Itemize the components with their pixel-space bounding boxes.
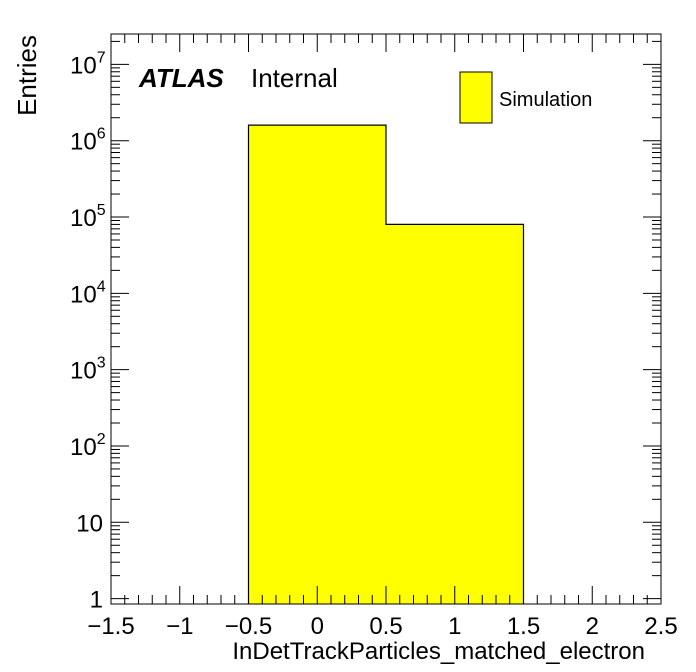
y-axis-title: Entries xyxy=(12,35,42,116)
plot-frame xyxy=(110,33,662,605)
axis-ticks xyxy=(110,34,662,604)
y-tick-label: 103 xyxy=(70,355,106,385)
x-tick-label: 1 xyxy=(448,613,461,640)
y-tick-label: 10 xyxy=(76,510,103,537)
histogram-fills xyxy=(247,124,525,605)
legend-label-simulation: Simulation xyxy=(499,89,592,111)
x-tick-label: −1 xyxy=(166,613,193,640)
y-tick-label: 1 xyxy=(90,587,103,614)
y-tick-label: 105 xyxy=(70,202,106,232)
atlas-label: ATLAS xyxy=(138,63,224,93)
x-tick-label: −1.5 xyxy=(87,613,134,640)
y-tick-label: 107 xyxy=(70,49,106,79)
histogram-bin xyxy=(248,125,386,605)
x-axis-title: InDetTrackParticles_matched_electron xyxy=(232,638,645,665)
x-tick-label: 0.5 xyxy=(369,613,402,640)
legend-swatch xyxy=(459,71,493,124)
histogram-outline xyxy=(247,124,525,604)
internal-label: Internal xyxy=(251,63,338,93)
histogram-bin xyxy=(386,224,524,604)
x-tick-label: 1.5 xyxy=(507,613,540,640)
x-tick-label: 0 xyxy=(311,613,324,640)
y-tick-label: 104 xyxy=(70,278,106,308)
y-tick-labels: 1 10 102 103 104 105 106 107 xyxy=(70,49,106,613)
y-tick-label: 102 xyxy=(70,431,106,461)
x-tick-label: 2 xyxy=(586,613,599,640)
x-tick-label: −0.5 xyxy=(225,613,272,640)
x-tick-labels: −1.5 −1 −0.5 0 0.5 1 1.5 2 2.5 xyxy=(87,613,677,640)
x-tick-label: 2.5 xyxy=(644,613,677,640)
y-tick-label: 106 xyxy=(70,126,106,156)
